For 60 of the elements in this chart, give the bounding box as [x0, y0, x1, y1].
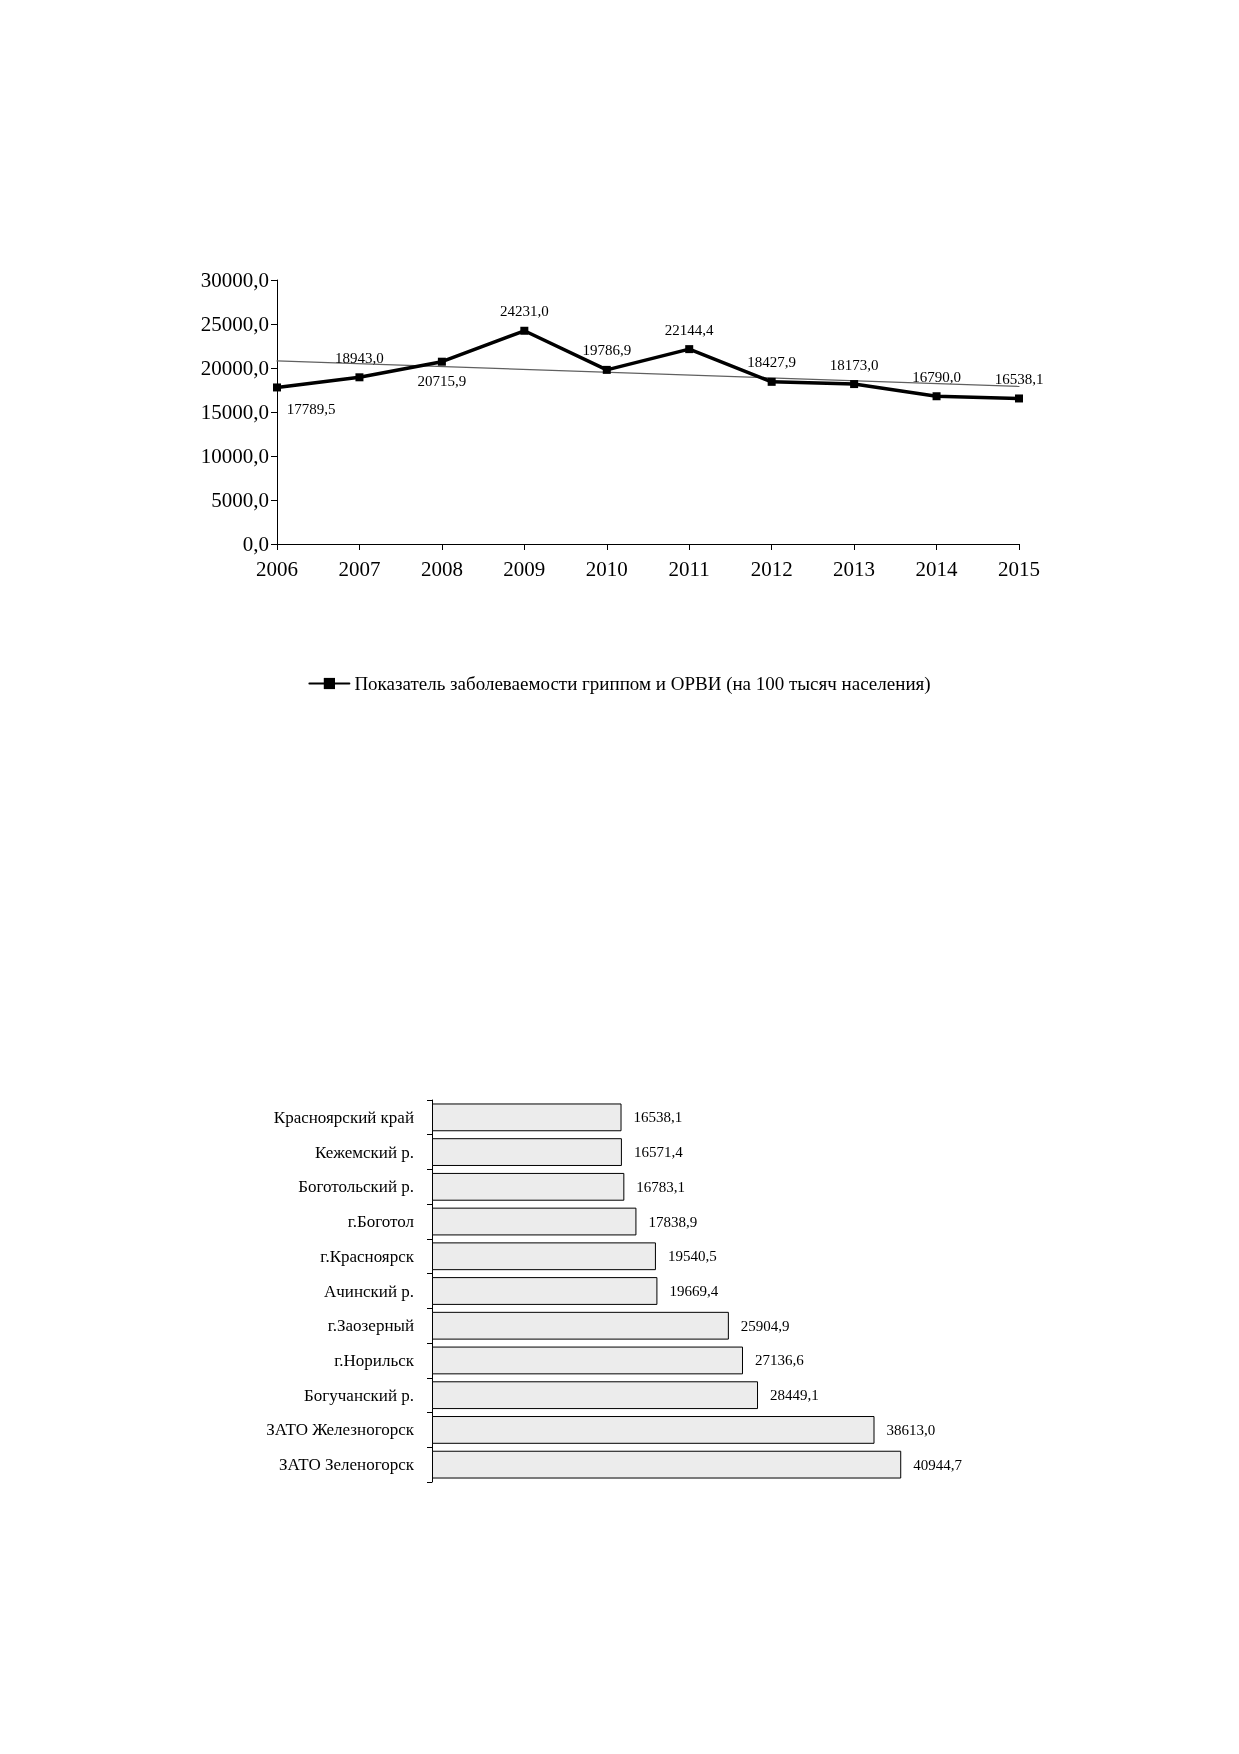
x-tick-label: 2006 — [256, 556, 298, 581]
data-label: 24231,0 — [499, 303, 549, 320]
x-tick-label: 2014 — [915, 556, 959, 581]
x-tick-label: 2010 — [585, 556, 628, 581]
data-label: 38613,0 — [886, 1421, 936, 1438]
data-label: 18943,0 — [335, 349, 384, 366]
x-tick-label: 2013 — [833, 556, 876, 581]
y-tick-label: Кежемский р. — [314, 1142, 414, 1162]
y-tick-label: 25000,0 — [200, 312, 269, 336]
data-label: 27136,6 — [754, 1352, 805, 1369]
data-label: 16571,4 — [633, 1144, 684, 1161]
data-label: 25904,9 — [740, 1317, 790, 1334]
point — [602, 365, 611, 374]
data-label: 40944,7 — [913, 1456, 963, 1473]
legend-label: Показатель заболеваемости гриппом и ОРВИ (на 100 тысяч населения) — [354, 673, 931, 695]
y-tick-label: 15000,0 — [200, 400, 269, 424]
y-tick-label: 20000,0 — [200, 356, 269, 380]
y-tick-label: ЗАТО Зеленогорск — [278, 1455, 415, 1475]
point — [850, 380, 859, 389]
y-tick-label: г.Заозерный — [327, 1316, 414, 1336]
data-label: 19786,9 — [582, 342, 632, 359]
point — [685, 345, 694, 354]
y-tick-label: 30000,0 — [200, 268, 269, 292]
y-tick-label: Богучанский р. — [304, 1385, 414, 1405]
y-tick-label: ЗАТО Железногорск — [266, 1420, 415, 1440]
point — [767, 377, 776, 386]
data-label: 16538,1 — [994, 370, 1044, 387]
point — [437, 357, 446, 366]
point — [355, 373, 364, 382]
x-tick-label: 2007 — [338, 556, 381, 581]
data-label: 17789,5 — [286, 400, 336, 417]
data-label: 28449,1 — [770, 1387, 819, 1404]
y-tick-label: г.Красноярск — [320, 1246, 415, 1266]
y-tick-label: Ачинский р. — [323, 1281, 414, 1301]
data-label: 17838,9 — [648, 1213, 698, 1230]
data-label: 18427,9 — [747, 354, 797, 371]
y-tick-label: 10000,0 — [200, 444, 269, 468]
data-label: 20715,9 — [417, 373, 467, 390]
x-tick-label: 2012 — [750, 556, 793, 581]
y-tick-label: Боготольский р. — [298, 1177, 414, 1197]
data-label: 16783,1 — [636, 1178, 686, 1195]
x-tick-label: 2009 — [503, 556, 546, 581]
data-label: 19669,4 — [669, 1283, 719, 1299]
data-label: 16790,0 — [912, 368, 961, 385]
y-tick-label: Красноярский край — [273, 1107, 414, 1127]
data-label: 16538,1 — [633, 1109, 683, 1126]
point — [520, 326, 529, 335]
x-tick-label: 2008 — [420, 556, 463, 581]
y-tick-label: г.Боготол — [347, 1212, 415, 1232]
x-tick-label: 2011 — [668, 556, 710, 581]
x-tick-label: 2015 — [998, 556, 1040, 581]
y-tick-label: 5000,0 — [211, 488, 269, 512]
y-tick-label: г.Норильск — [334, 1350, 415, 1370]
point — [1015, 394, 1023, 403]
data-label: 22144,4 — [664, 321, 715, 338]
data-label: 19540,5 — [667, 1248, 717, 1265]
data-label: 18173,0 — [829, 356, 879, 373]
point — [932, 392, 941, 401]
y-tick-label: 0,0 — [242, 532, 269, 556]
point — [273, 383, 281, 392]
